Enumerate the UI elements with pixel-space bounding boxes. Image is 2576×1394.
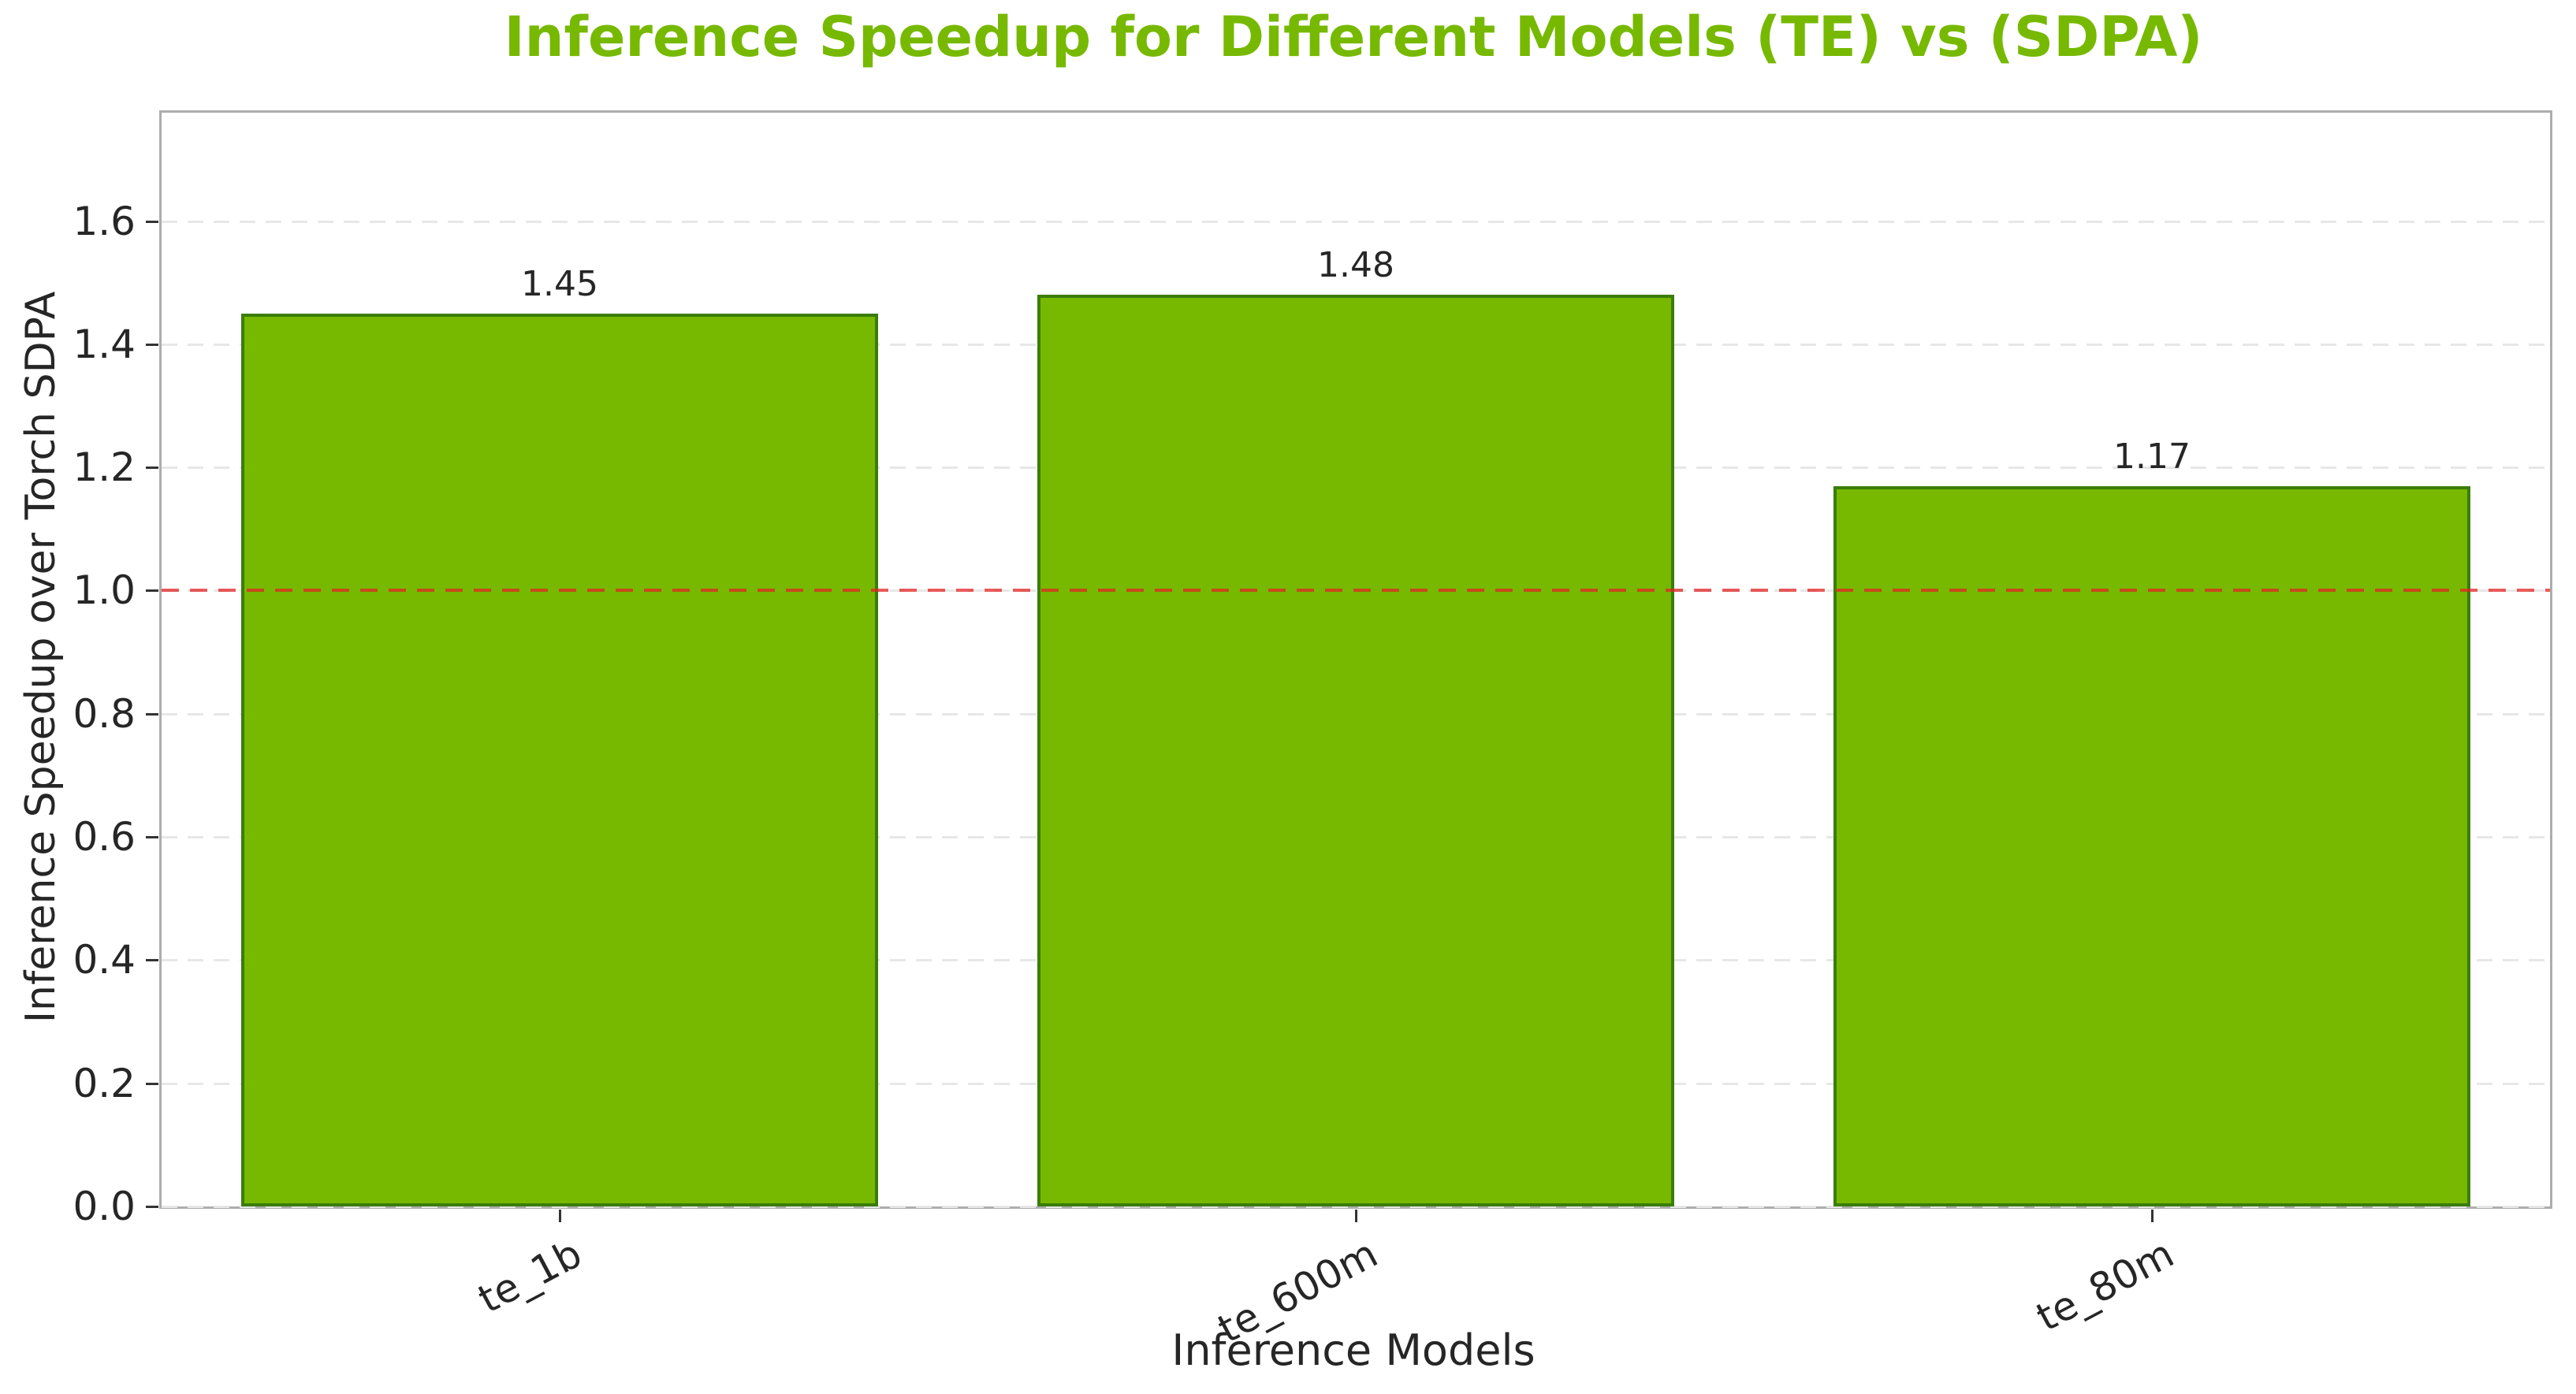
reference-line: [162, 589, 2550, 593]
bar-te_600m: [1037, 295, 1674, 1206]
bar-value-label: 1.48: [1317, 245, 1394, 286]
bar-te_1b: [241, 313, 878, 1206]
y-tick-mark: [146, 959, 158, 962]
y-tick-label: 0.4: [73, 937, 136, 983]
y-tick-mark: [146, 836, 158, 839]
y-tick-label: 1.4: [73, 321, 136, 367]
x-tick-label: te_80m: [2029, 1230, 2182, 1340]
x-axis-label: Inference Models: [1171, 1325, 1536, 1375]
y-tick-label: 1.0: [73, 567, 136, 614]
y-tick-mark: [146, 1082, 158, 1085]
y-axis-label: Inference Speedup over Torch SDPA: [17, 291, 65, 1024]
y-tick-label: 1.6: [73, 198, 136, 244]
bar-te_80m: [1833, 485, 2470, 1206]
plot-area: 1.45 1.48 1.17: [146, 110, 2552, 1222]
x-tick-label: te_1b: [471, 1230, 590, 1322]
y-tick-mark: [146, 589, 158, 593]
bar-value-label: 1.45: [521, 263, 598, 304]
y-tick-label: 0.2: [73, 1060, 136, 1106]
bar-value-label: 1.17: [2113, 436, 2191, 477]
y-tick-label: 0.6: [73, 814, 136, 861]
x-tick-mark: [558, 1210, 561, 1222]
chart-title: Inference Speedup for Different Models (…: [504, 5, 2203, 69]
y-tick-mark: [146, 467, 158, 470]
y-tick-label: 0.8: [73, 690, 136, 737]
y-tick-label: 1.2: [73, 444, 136, 491]
y-gridline: [162, 1206, 2550, 1208]
y-tick-mark: [146, 220, 158, 223]
y-tick-mark: [146, 343, 158, 346]
y-tick-mark: [146, 1206, 158, 1208]
y-gridline: [162, 220, 2550, 223]
x-tick-mark: [2150, 1210, 2153, 1222]
y-tick-label: 0.0: [73, 1184, 136, 1229]
y-tick-mark: [146, 712, 158, 716]
x-tick-mark: [1354, 1210, 1357, 1222]
